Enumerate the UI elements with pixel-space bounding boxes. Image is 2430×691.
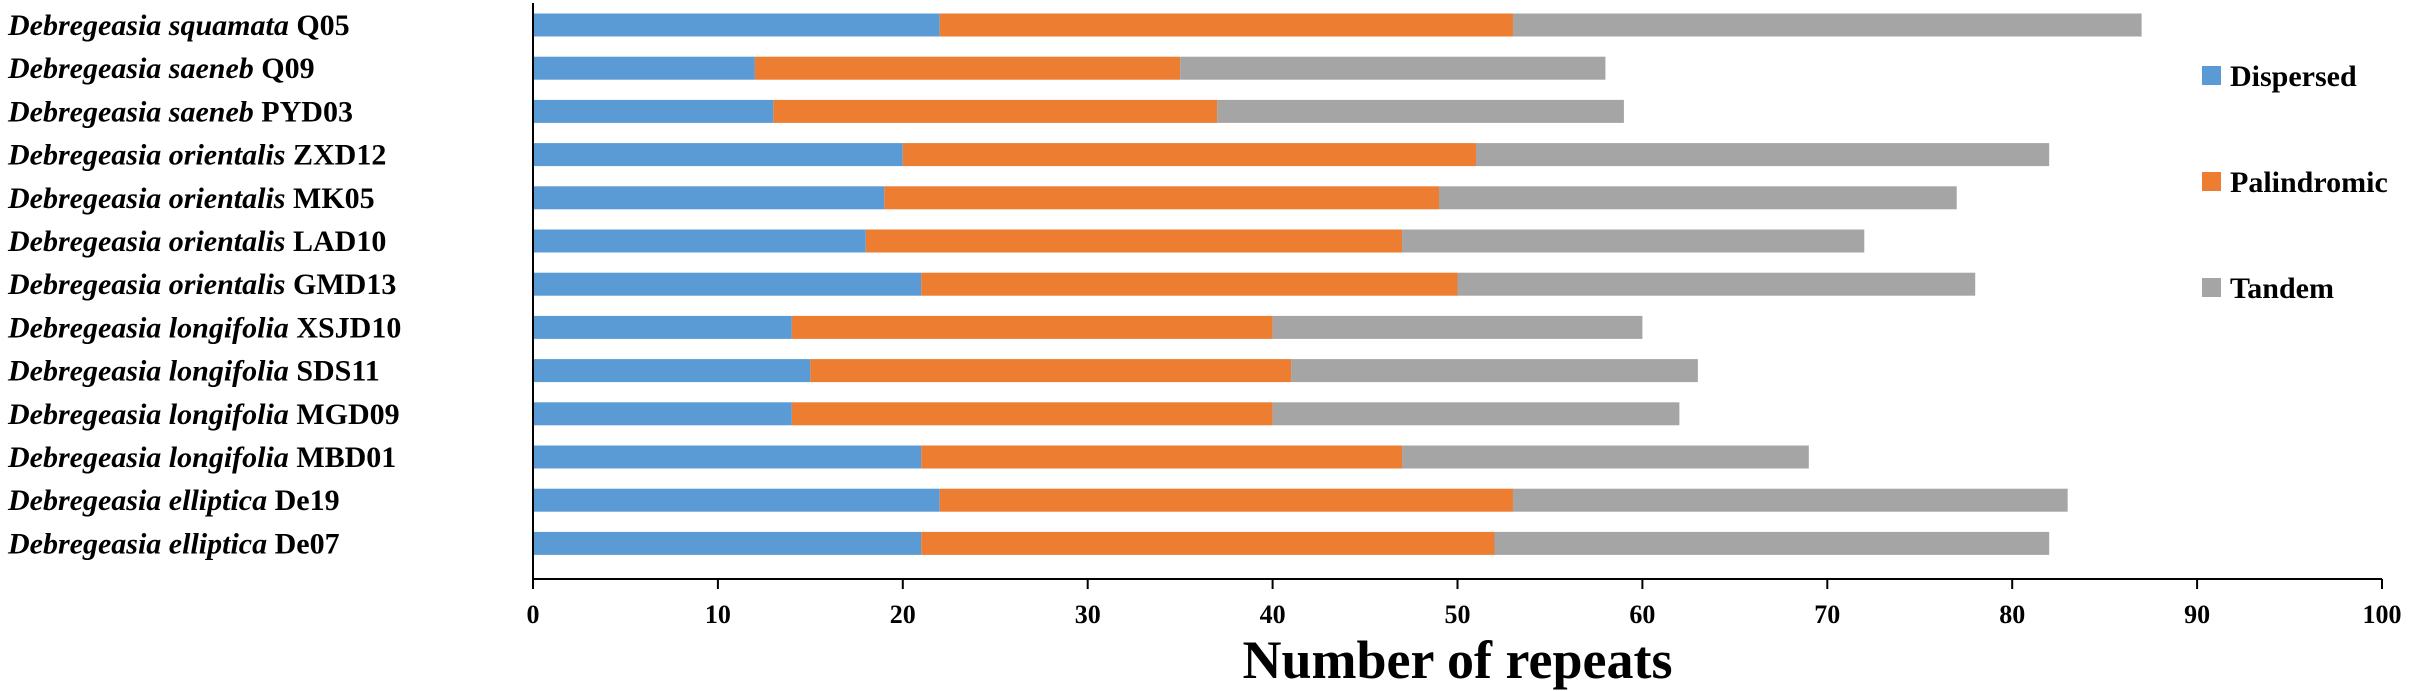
bar-segment-dispersed [533, 359, 811, 383]
category-sample: De19 [275, 484, 340, 517]
category-genus: Debregeasia elliptica [7, 484, 275, 517]
bar-segment-tandem [1457, 272, 1976, 296]
category-genus: Debregeasia saeneb [7, 52, 261, 85]
category-label: Debregeasia longifolia MBD01 [7, 441, 396, 474]
bar-segment-dispersed [533, 56, 755, 80]
category-label: Debregeasia elliptica De07 [7, 527, 340, 560]
x-tick-label: 60 [1629, 600, 1655, 629]
bar-segment-palindromic [921, 272, 1458, 296]
category-label: Debregeasia longifolia SDS11 [7, 355, 380, 388]
category-label: Debregeasia orientalis LAD10 [7, 225, 386, 258]
bar-segment-tandem [1180, 56, 1606, 80]
bar-segment-dispersed [533, 531, 922, 555]
category-genus: Debregeasia longifolia [7, 311, 296, 344]
bar-segment-dispersed [533, 143, 903, 167]
bar-segment-palindromic [773, 99, 1218, 123]
category-sample: MGD09 [296, 398, 399, 431]
category-genus: Debregeasia elliptica [7, 527, 275, 560]
category-sample: Q09 [261, 52, 314, 85]
bar-segment-tandem [1402, 229, 1865, 253]
bar-segment-palindromic [791, 315, 1273, 339]
bar-segment-tandem [1402, 445, 1809, 469]
category-sample: SDS11 [296, 355, 379, 388]
bar-segment-dispersed [533, 272, 922, 296]
bar-segment-dispersed [533, 402, 792, 426]
category-label: Debregeasia saeneb Q09 [7, 52, 315, 85]
x-tick-label: 0 [527, 600, 540, 629]
category-genus: Debregeasia longifolia [7, 441, 296, 474]
legend-label-tandem: Tandem [2230, 272, 2334, 305]
x-tick-label: 100 [2363, 600, 2402, 629]
bar-segment-palindromic [921, 531, 1495, 555]
bar-segment-dispersed [533, 13, 940, 37]
bar-segment-tandem [1475, 143, 2050, 167]
category-sample: XSJD10 [296, 311, 401, 344]
x-tick-label: 80 [1999, 600, 2025, 629]
x-tick-label: 90 [2184, 600, 2210, 629]
x-axis-title: Number of repeats [1243, 630, 1673, 690]
category-sample: LAD10 [293, 225, 386, 258]
bar-segment-palindromic [791, 402, 1273, 426]
bar-segment-tandem [1512, 13, 2142, 37]
bar-segment-dispersed [533, 99, 774, 123]
bar-segment-tandem [1512, 488, 2068, 512]
legend-swatch-dispersed [2202, 66, 2221, 85]
category-label: Debregeasia longifolia XSJD10 [7, 311, 401, 344]
category-sample: PYD03 [261, 95, 353, 128]
category-sample: GMD13 [293, 268, 396, 301]
category-label: Debregeasia orientalis MK05 [7, 182, 375, 215]
category-genus: Debregeasia longifolia [7, 355, 296, 388]
category-genus: Debregeasia orientalis [7, 139, 293, 172]
category-label: Debregeasia longifolia MGD09 [7, 398, 400, 431]
category-label: Debregeasia squamata Q05 [7, 9, 350, 42]
category-genus: Debregeasia orientalis [7, 225, 293, 258]
x-tick-label: 50 [1445, 600, 1471, 629]
bar-segment-tandem [1439, 186, 1957, 210]
bar-segment-palindromic [754, 56, 1181, 80]
x-tick-label: 20 [890, 600, 916, 629]
bar-segment-palindromic [939, 13, 1513, 37]
category-label: Debregeasia orientalis GMD13 [7, 268, 396, 301]
bar-segment-dispersed [533, 445, 922, 469]
category-sample: De07 [275, 527, 340, 560]
category-label: Debregeasia saeneb PYD03 [7, 95, 353, 128]
category-genus: Debregeasia orientalis [7, 268, 293, 301]
category-genus: Debregeasia saeneb [7, 95, 261, 128]
x-tick-label: 10 [705, 600, 731, 629]
category-genus: Debregeasia orientalis [7, 182, 293, 215]
bar-segment-dispersed [533, 229, 866, 253]
x-tick-label: 40 [1260, 600, 1286, 629]
category-sample: Q05 [296, 9, 349, 42]
bar-segment-tandem [1217, 99, 1624, 123]
x-tick-label: 30 [1075, 600, 1101, 629]
category-sample: ZXD12 [293, 139, 386, 172]
bar-segment-tandem [1272, 402, 1680, 426]
category-sample: MBD01 [296, 441, 396, 474]
legend-label-palindromic: Palindromic [2230, 166, 2388, 199]
bar-segment-palindromic [810, 359, 1292, 383]
bar-segment-palindromic [865, 229, 1403, 253]
bar-segment-tandem [1291, 359, 1698, 383]
bar-segment-tandem [1272, 315, 1643, 339]
bar-segment-dispersed [533, 186, 885, 210]
legend-label-dispersed: Dispersed [2230, 60, 2357, 93]
bar-segment-palindromic [921, 445, 1403, 469]
category-label: Debregeasia elliptica De19 [7, 484, 340, 517]
bar-segment-palindromic [902, 143, 1476, 167]
bar-segment-dispersed [533, 488, 940, 512]
category-genus: Debregeasia squamata [7, 9, 296, 42]
legend-swatch-tandem [2202, 278, 2221, 297]
bar-segment-dispersed [533, 315, 792, 339]
x-tick-label: 70 [1814, 600, 1840, 629]
legend-swatch-palindromic [2202, 172, 2221, 191]
category-sample: MK05 [293, 182, 375, 215]
category-label: Debregeasia orientalis ZXD12 [7, 139, 386, 172]
bar-segment-palindromic [939, 488, 1513, 512]
bar-segment-tandem [1494, 531, 2050, 555]
category-genus: Debregeasia longifolia [7, 398, 296, 431]
bar-segment-palindromic [884, 186, 1440, 210]
